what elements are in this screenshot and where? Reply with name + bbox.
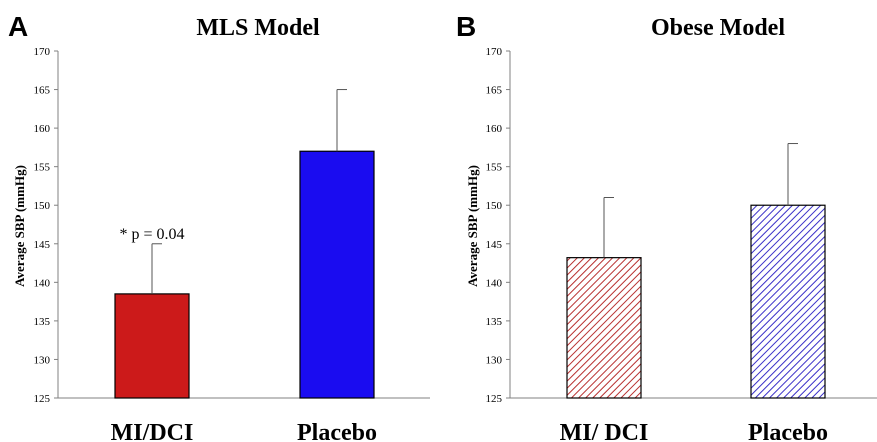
y-tick-label-b: 135 [486, 316, 503, 328]
y-tick-label-b: 155 [486, 162, 503, 174]
y-tick-label-b: 160 [486, 123, 503, 135]
bar-a-1 [114, 293, 190, 399]
y-tick-label-a: 130 [34, 354, 51, 366]
category-label-b-2: Placebo [748, 420, 828, 442]
bars-b [566, 143, 826, 399]
y-tick-label-a: 135 [34, 316, 51, 328]
y-tick-label-a: 145 [34, 239, 51, 251]
bars-a: * p = 0.04 [114, 89, 375, 399]
panel-a: A MLS Model Average SBP (mmHg) 125 130 135… [8, 11, 430, 442]
panel-title-b: Obese Model [651, 15, 785, 41]
y-tick-label-a: 150 [34, 200, 51, 212]
panel-letter-b: B [456, 11, 476, 42]
y-tick-label-a: 170 [34, 46, 51, 58]
panel-b: B Obese Model Average SBP (mmHg) 1251301… [456, 11, 877, 442]
y-axis-b: 125 130 135 140 145 150 155 160 165 170 [486, 46, 877, 405]
y-axis-label-a: Average SBP (mmHg) [12, 165, 27, 287]
panel-title-a: MLS Model [196, 15, 320, 41]
y-tick-label-b: 145 [486, 239, 503, 251]
y-tick-label-a: 165 [34, 85, 51, 97]
category-labels-b: MI/ DCI Placebo [560, 420, 828, 442]
y-tick-label-a: 155 [34, 162, 51, 174]
bar-b-1 [566, 257, 642, 399]
y-tick-label-a: 125 [34, 393, 51, 405]
y-tick-label-b: 130 [486, 354, 503, 366]
significance-annotation-a: * p = 0.04 [119, 226, 184, 243]
y-tick-label-b: 125 [486, 393, 503, 405]
bar-b-2 [750, 204, 826, 399]
y-tick-label-b: 150 [486, 200, 503, 212]
y-axis-label-b: Average SBP (mmHg) [465, 165, 480, 287]
category-label-a-1: MI/DCI [111, 420, 194, 442]
y-tick-label-b: 170 [486, 46, 503, 58]
y-tick-label-b: 165 [486, 85, 503, 97]
y-tick-label-a: 160 [34, 123, 51, 135]
y-tick-label-b: 140 [486, 277, 503, 289]
panel-letter-a: A [8, 11, 28, 42]
category-label-b-1: MI/ DCI [560, 420, 649, 442]
y-tick-label-a: 140 [34, 277, 51, 289]
category-label-a-2: Placebo [297, 420, 377, 442]
bar-a-2 [299, 150, 375, 399]
category-labels-a: MI/DCI Placebo [111, 420, 377, 442]
